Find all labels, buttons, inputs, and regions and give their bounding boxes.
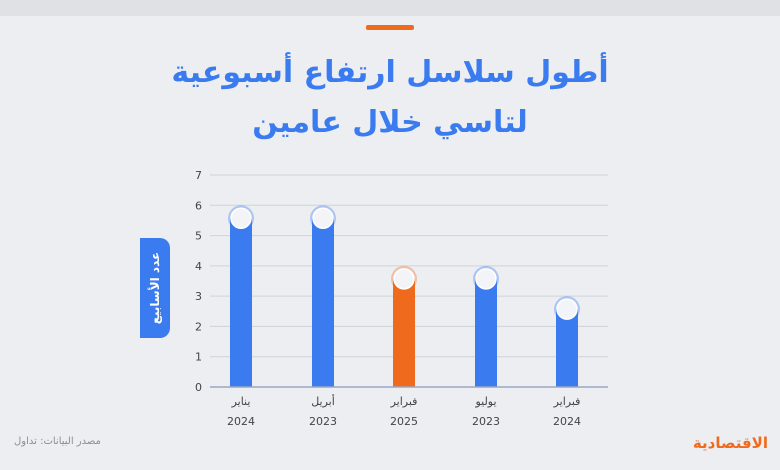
source-note: مصدر البيانات: تداول bbox=[14, 436, 101, 447]
x-tick-year: 2023 bbox=[309, 415, 337, 428]
y-tick-label: 1 bbox=[195, 351, 202, 364]
x-tick-month: فبراير bbox=[553, 395, 581, 408]
bar bbox=[393, 278, 415, 387]
y-tick-label: 5 bbox=[195, 230, 202, 243]
x-tick-month: يوليو bbox=[474, 395, 496, 408]
y-tick-label: 3 bbox=[195, 290, 202, 303]
bar-cap bbox=[230, 207, 252, 230]
bar bbox=[312, 218, 334, 387]
bar-cap bbox=[393, 268, 415, 290]
brand-logo: الاقتصادية bbox=[692, 434, 768, 452]
x-tick-year: 2023 bbox=[472, 415, 500, 428]
x-tick-year: 2024 bbox=[553, 415, 581, 428]
x-tick-year: 2024 bbox=[227, 415, 255, 428]
y-axis-label: عدد الأسابيع bbox=[148, 251, 162, 325]
x-tick-month: فبراير bbox=[390, 395, 418, 408]
bar-cap bbox=[312, 207, 334, 230]
y-tick-label: 2 bbox=[195, 320, 202, 333]
y-tick-label: 4 bbox=[195, 260, 202, 273]
title-line-2: لتاسي خلال عامين bbox=[252, 105, 528, 140]
bar bbox=[556, 309, 578, 387]
bar bbox=[230, 218, 252, 387]
y-tick-label: 7 bbox=[195, 169, 202, 182]
accent-bar bbox=[366, 25, 414, 30]
bar-cap bbox=[556, 298, 578, 320]
y-tick-label: 0 bbox=[195, 381, 202, 394]
x-tick-year: 2025 bbox=[390, 415, 418, 428]
top-strip bbox=[0, 0, 780, 16]
title-line-1: أطول سلاسل ارتفاع أسبوعية bbox=[171, 55, 609, 90]
bar bbox=[475, 278, 497, 387]
bar-cap bbox=[475, 268, 497, 290]
y-tick-label: 6 bbox=[195, 199, 202, 212]
x-tick-month: أبريل bbox=[311, 394, 335, 408]
chart-title: أطول سلاسل ارتفاع أسبوعية لتاسي خلال عام… bbox=[90, 48, 690, 148]
y-axis-label-badge: عدد الأسابيع bbox=[140, 238, 170, 338]
x-tick-month: يناير bbox=[231, 395, 251, 408]
